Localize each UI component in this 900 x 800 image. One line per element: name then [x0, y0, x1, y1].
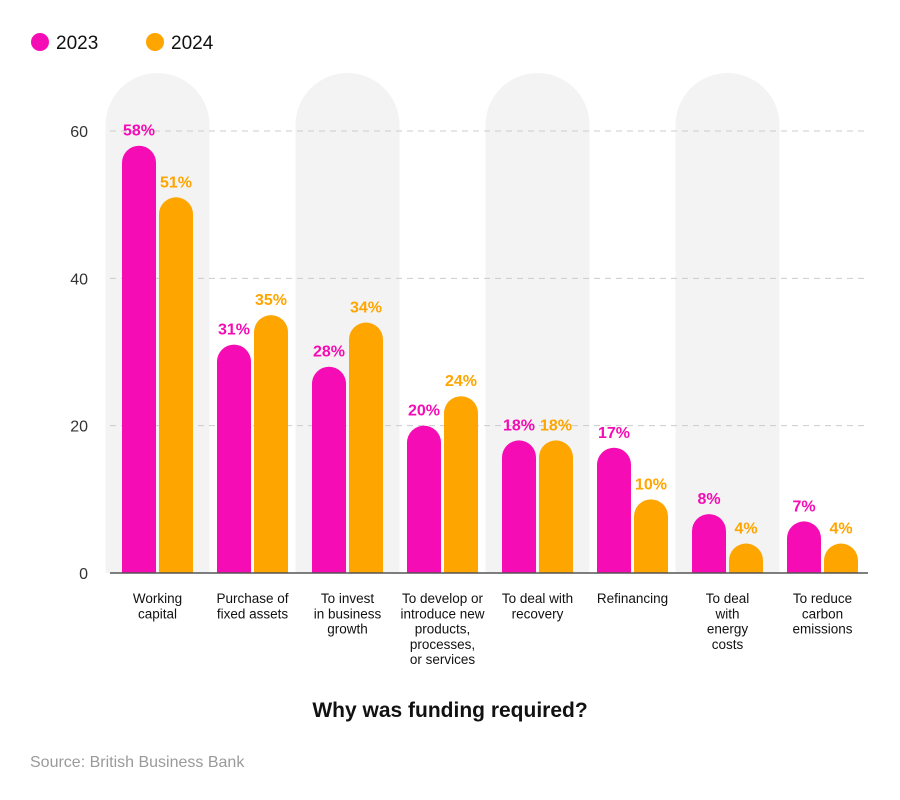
y-tick-label: 40 [70, 271, 88, 288]
category-label: To deal with recovery [502, 591, 573, 621]
y-axis-ticks: 0 20 40 60 [70, 124, 88, 583]
data-label-2024: 4% [829, 521, 852, 538]
bars [122, 145, 858, 574]
bar-2024 [159, 197, 193, 574]
data-label-2023: 58% [123, 123, 155, 140]
category-label: To invest in business growth [314, 591, 382, 637]
category-label: Refinancing [597, 591, 668, 606]
legend-marker-2023 [31, 33, 49, 51]
bar-2024 [539, 440, 573, 573]
source-note: Source: British Business Bank [30, 754, 245, 771]
bar-2023 [122, 145, 156, 573]
bar-2023 [787, 521, 821, 573]
category-label: Working capital [133, 591, 182, 621]
y-tick-label: 20 [70, 419, 88, 436]
bar-2023 [597, 447, 631, 573]
data-label-2024: 4% [734, 521, 757, 538]
category-label: To deal with energy costs [706, 591, 750, 652]
highlight-bands [105, 73, 780, 574]
bar-2024 [444, 396, 478, 573]
legend-label-2024: 2024 [171, 33, 214, 54]
data-label-2024: 34% [350, 300, 382, 317]
data-label-2023: 8% [697, 491, 720, 508]
highlight-band [485, 73, 590, 574]
bar-2023 [692, 514, 726, 573]
legend-label-2023: 2023 [56, 33, 98, 54]
bar-2023 [312, 366, 346, 573]
legend: 2023 2024 [31, 33, 214, 54]
bar-2023 [407, 425, 441, 573]
data-label-2023: 20% [408, 403, 440, 420]
x-axis-title: Why was funding required? [312, 699, 587, 722]
data-label-2023: 18% [503, 417, 535, 434]
y-tick-label: 60 [70, 124, 88, 141]
bar-2023 [502, 440, 536, 573]
data-label-2023: 17% [598, 425, 630, 442]
category-label: Purchase of fixed assets [216, 591, 288, 621]
bar-2024 [729, 543, 763, 573]
bar-2023 [217, 344, 251, 573]
data-label-2024: 35% [255, 292, 287, 309]
data-label-2024: 10% [635, 476, 667, 493]
bar-2024 [824, 543, 858, 573]
bar-2024 [634, 499, 668, 573]
category-label: To reduce carbon emissions [792, 591, 852, 637]
highlight-band [105, 73, 210, 574]
data-labels: 58% 51% 31% 35% 28% 34% 20% 24% 18% 18% 17% 10% 8% 4%… [123, 123, 853, 538]
data-label-2023: 31% [218, 322, 250, 339]
bar-2024 [349, 322, 383, 573]
y-tick-label: 0 [79, 566, 88, 583]
category-label: To develop or introduce new products, proce… [400, 591, 484, 667]
data-label-2023: 28% [313, 344, 345, 361]
data-label-2023: 7% [792, 498, 815, 515]
highlight-band [295, 73, 400, 574]
highlight-band [675, 73, 780, 574]
data-label-2024: 51% [160, 174, 192, 191]
bar-2024 [254, 315, 288, 573]
legend-marker-2024 [146, 33, 164, 51]
x-axis-categories: Working capital Purchase of fixed assets To … [133, 591, 853, 667]
data-label-2024: 24% [445, 373, 477, 390]
data-label-2024: 18% [540, 417, 572, 434]
